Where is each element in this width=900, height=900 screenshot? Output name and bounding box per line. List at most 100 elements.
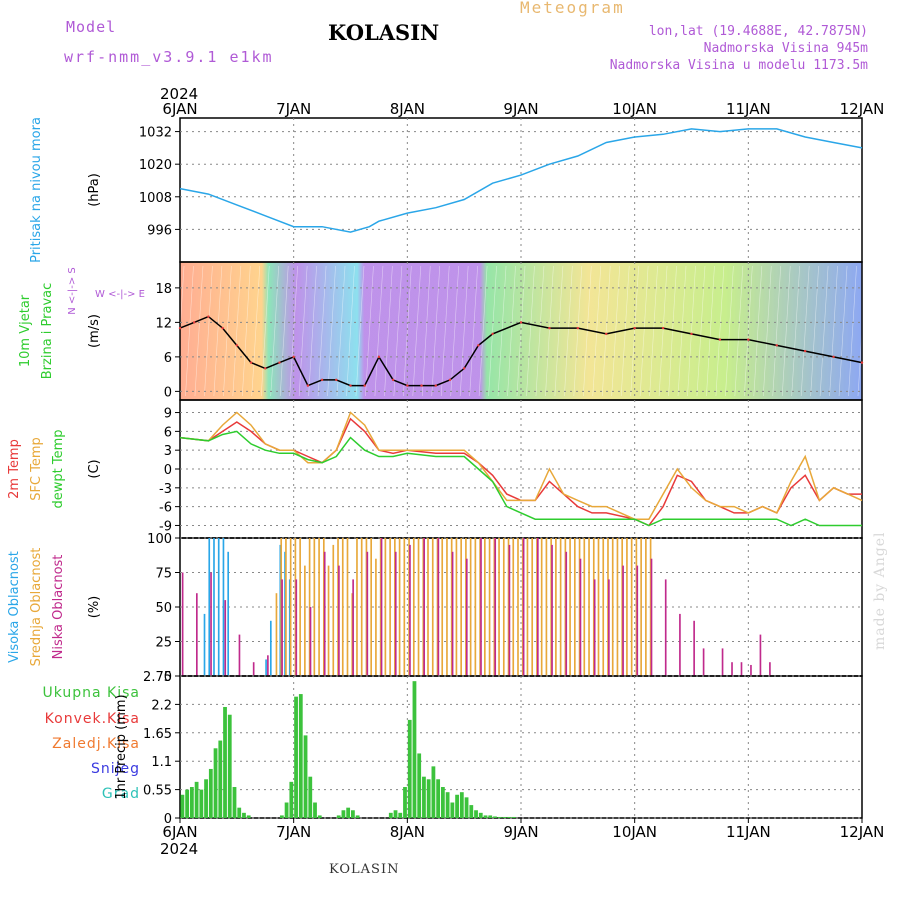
cloud-bar bbox=[346, 538, 349, 676]
cloud-bar bbox=[213, 538, 215, 676]
cloud-bar bbox=[366, 551, 369, 676]
precip-bar bbox=[213, 748, 218, 818]
cloud-bar bbox=[379, 538, 382, 676]
cloud-bar bbox=[365, 538, 368, 676]
cloud-bar bbox=[267, 655, 269, 676]
meteogram-title: Meteogram bbox=[520, 0, 625, 17]
wind-arrow bbox=[232, 265, 242, 397]
cloud-bar bbox=[451, 551, 454, 676]
wind-arrow bbox=[573, 265, 583, 397]
cloud-bar bbox=[602, 538, 605, 676]
cloud-bar bbox=[502, 538, 505, 676]
cloud-bar bbox=[196, 593, 198, 676]
wind-gust-point bbox=[235, 344, 239, 347]
cloud-bar bbox=[630, 538, 633, 676]
x-tick-label-top: 9JAN bbox=[503, 100, 538, 118]
wind-arrow bbox=[242, 265, 251, 397]
x-tick-label-top: 7JAN bbox=[276, 100, 311, 118]
cloud-bar bbox=[664, 579, 667, 676]
wind-gust-point bbox=[548, 326, 551, 330]
wind-gust-point bbox=[448, 378, 452, 382]
cloud-bar bbox=[474, 538, 477, 676]
precip-bar bbox=[298, 694, 303, 818]
x-tick-label-bottom: 7JAN bbox=[276, 823, 311, 841]
precip-bar bbox=[464, 797, 469, 818]
precip-bar bbox=[289, 781, 294, 818]
wind-gust-point bbox=[462, 367, 466, 370]
cloud-bar bbox=[573, 538, 576, 676]
x-tick-label-bottom: 9JAN bbox=[503, 823, 538, 841]
wind-gust-point bbox=[264, 367, 267, 370]
cloud-axis-label: Visoka Oblacnost bbox=[7, 551, 22, 663]
cloud-bar bbox=[337, 538, 339, 676]
cloud-bar bbox=[693, 620, 695, 676]
precip-bar bbox=[393, 810, 398, 818]
cloud-bar bbox=[521, 538, 524, 676]
wind-arrow bbox=[355, 265, 365, 397]
cloud-bar bbox=[517, 538, 519, 676]
pressure-series-line bbox=[179, 128, 863, 233]
pressure-ytick-label: 1032 bbox=[139, 126, 172, 141]
cloud-bar bbox=[299, 538, 301, 676]
cloud-bar bbox=[294, 538, 297, 676]
legend-convective-rain: Konvek.Kisa bbox=[44, 711, 140, 727]
x-tick-label-top: 11JAN bbox=[726, 100, 771, 118]
cloud-bar bbox=[494, 538, 497, 676]
cloud-bar bbox=[238, 634, 241, 676]
wind-gust-point bbox=[747, 338, 750, 341]
legend-total-rain: Ukupna Kisa bbox=[42, 685, 140, 701]
station-title: KOLASIN bbox=[328, 20, 440, 45]
cloud-bar bbox=[222, 538, 225, 676]
cloud-ytick-label: 50 bbox=[155, 601, 172, 616]
precip-bar bbox=[313, 802, 317, 818]
compass-horizontal-label: W <-|-> E bbox=[95, 289, 145, 300]
footer-station: KOLASIN bbox=[329, 862, 400, 877]
cloud-bar bbox=[721, 648, 724, 676]
cloud-bar bbox=[578, 538, 581, 676]
cloud-bar bbox=[465, 538, 467, 676]
cloud-bar bbox=[588, 538, 590, 676]
cloud-bar bbox=[280, 538, 283, 676]
cloud-bar bbox=[750, 664, 752, 676]
precip-bar bbox=[469, 805, 474, 818]
wind-arrow bbox=[601, 265, 611, 397]
legend-snow: Snijeg bbox=[90, 761, 140, 777]
temperature-ytick-label: 0 bbox=[164, 463, 172, 478]
precip-bar bbox=[227, 714, 232, 818]
precip-bar bbox=[303, 735, 308, 818]
precip-bar bbox=[351, 810, 355, 818]
wind-arrow bbox=[469, 265, 478, 397]
wind-gust-point bbox=[832, 355, 835, 359]
precip-bar bbox=[180, 794, 185, 818]
cloud-bar bbox=[611, 538, 614, 676]
precip-bar bbox=[294, 696, 298, 818]
wind-axis-label: 10m Vjetar bbox=[18, 294, 33, 367]
precip-bar bbox=[308, 776, 313, 818]
precip-bar bbox=[346, 807, 351, 818]
year-bottom: 2024 bbox=[160, 840, 199, 858]
temperature-unit-label: (C) bbox=[87, 459, 102, 478]
wind-arrow bbox=[838, 265, 848, 397]
wind-arrow bbox=[819, 265, 829, 397]
cloud-bar bbox=[607, 538, 609, 676]
precip-ytick-label: 0.55 bbox=[143, 784, 172, 799]
cloud-bar bbox=[227, 551, 230, 676]
cloud-bar bbox=[252, 662, 255, 676]
cloud-bar bbox=[275, 593, 278, 676]
wind-gust-point bbox=[519, 321, 523, 324]
cloud-bar bbox=[512, 538, 515, 676]
precip-bar bbox=[422, 776, 426, 818]
temperature-axis-label: dewpt Temp bbox=[51, 429, 66, 508]
pressure-axis-label: Pritisak na nivou mora bbox=[29, 117, 44, 263]
cloud-bar bbox=[480, 538, 482, 676]
cloud-bar bbox=[408, 538, 410, 676]
cloud-bar bbox=[679, 613, 681, 676]
wind-gust-point bbox=[803, 349, 807, 353]
cloud-unit-label: (%) bbox=[87, 596, 102, 619]
precip-bar bbox=[341, 810, 346, 818]
cloud-bar bbox=[593, 579, 596, 676]
cloud-bar bbox=[284, 551, 286, 676]
cloud-bar bbox=[313, 538, 316, 676]
cloud-bar bbox=[622, 565, 624, 676]
